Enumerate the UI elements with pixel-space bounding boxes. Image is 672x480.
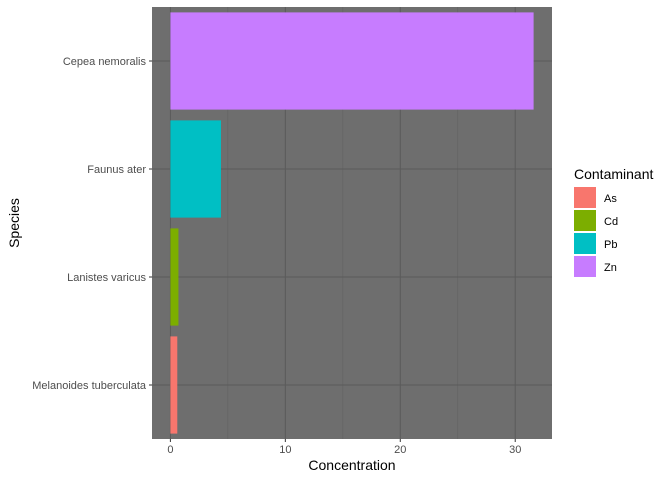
x-tick-label: 10 <box>279 444 291 456</box>
legend: Contaminant As Cd Pb Zn <box>574 166 653 277</box>
legend-label: As <box>604 193 617 205</box>
bar <box>170 336 178 434</box>
bar <box>170 120 221 218</box>
x-tick-label: 20 <box>394 444 406 456</box>
legend-label: Cd <box>604 216 618 228</box>
legend-label: Pb <box>604 239 617 251</box>
legend-key <box>574 210 596 231</box>
bars <box>170 12 534 434</box>
x-tick-label: 0 <box>167 444 173 456</box>
x-axis: 0 10 20 30 <box>167 439 521 456</box>
x-axis-title: Concentration <box>308 457 395 473</box>
y-tick-label: Cepea nemoralis <box>63 56 147 68</box>
legend-key <box>574 187 596 208</box>
legend-key <box>574 256 596 277</box>
legend-label: Zn <box>604 262 617 274</box>
y-tick-label: Melanoides tuberculata <box>32 380 147 392</box>
bar <box>170 12 534 110</box>
y-axis-title: Species <box>6 198 22 248</box>
legend-title: Contaminant <box>574 166 653 182</box>
y-axis: Cepea nemoralis Faunus ater Lanistes varic… <box>32 56 152 392</box>
legend-key <box>574 233 596 254</box>
y-tick-label: Lanistes varicus <box>67 272 146 284</box>
x-tick-label: 30 <box>509 444 521 456</box>
bar <box>170 228 179 326</box>
y-tick-label: Faunus ater <box>87 164 146 176</box>
